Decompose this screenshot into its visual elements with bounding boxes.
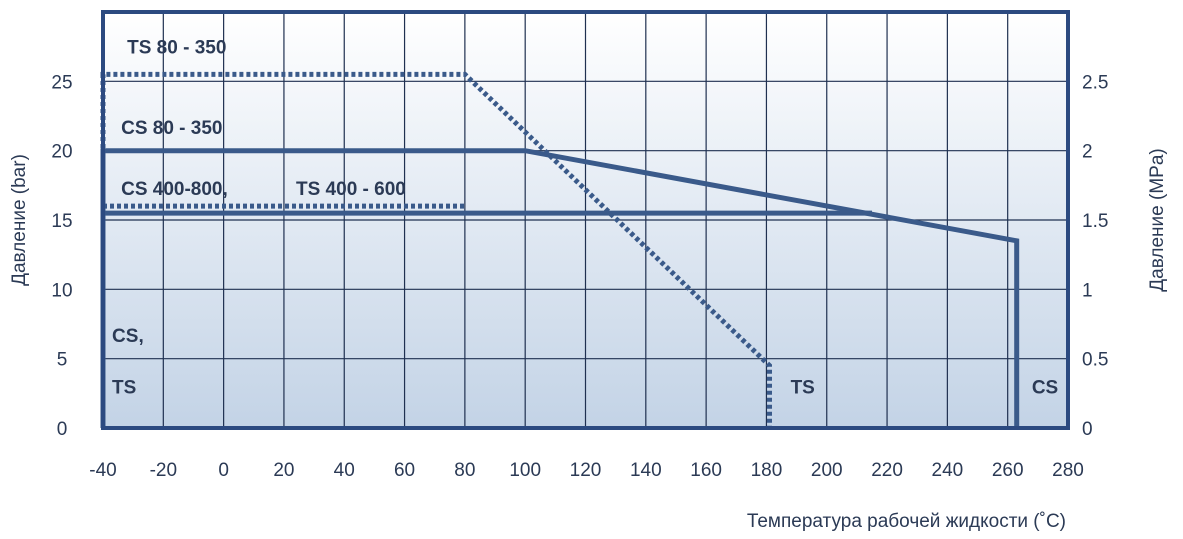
x-tick-labels: -40 -20 0 20 40 60 80 100 120 140 160 180 200 220 240 2… [89, 460, 1084, 481]
x-tick-label: 180 [751, 460, 783, 481]
y-tick-label-left: 20 [51, 142, 72, 163]
series-label: CS 400-800, [121, 179, 228, 200]
y-tick-label-right: 2.5 [1082, 72, 1108, 93]
grid-lines [103, 12, 1068, 428]
x-tick-label: 200 [811, 460, 843, 481]
series-label: CS 80 - 350 [121, 118, 222, 139]
y-tick-labels-left: 0 5 10 15 20 25 [51, 72, 72, 440]
x-tick-label: -20 [150, 460, 177, 481]
y-tick-label-right: 0.5 [1082, 350, 1108, 371]
y-tick-labels-right: 0 0.5 1 1.5 2 2.5 [1082, 72, 1108, 440]
y-tick-label-left: 25 [51, 72, 72, 93]
y-tick-label-right: 2 [1082, 142, 1093, 163]
series-line-1 [100, 71, 772, 428]
y-tick-label-left: 5 [57, 350, 68, 371]
y-tick-label-right: 1.5 [1082, 211, 1108, 232]
x-tick-label: 40 [334, 460, 355, 481]
y-tick-label-right: 0 [1082, 419, 1093, 440]
series-label: CS [1032, 377, 1058, 398]
x-tick-label: 280 [1052, 460, 1084, 481]
x-axis-title: Температура рабочей жидкости (˚C) [747, 511, 1066, 532]
plot-frame [101, 10, 1070, 430]
y-tick-label-left: 10 [51, 280, 72, 301]
series-label: TS [791, 377, 815, 398]
y-tick-label-right: 1 [1082, 280, 1093, 301]
x-tick-label: 0 [218, 460, 229, 481]
series-label: TS 400 - 600 [296, 179, 406, 200]
x-tick-label: 60 [394, 460, 415, 481]
x-tick-label: 260 [992, 460, 1024, 481]
series-label: TS [112, 377, 136, 398]
x-tick-label: 140 [630, 460, 662, 481]
y-tick-label-left: 15 [51, 211, 72, 232]
x-tick-label: 160 [690, 460, 722, 481]
x-tick-label: 240 [932, 460, 964, 481]
y-axis-title-left: Давление (bar) [9, 154, 30, 286]
series-label: CS, [112, 326, 144, 347]
y-axis-title-right: Давление (MPa) [1147, 148, 1168, 291]
x-tick-label: 80 [454, 460, 475, 481]
x-tick-label: 100 [509, 460, 541, 481]
x-tick-label: 220 [871, 460, 903, 481]
series-label: TS 80 - 350 [127, 38, 226, 59]
x-tick-label: -40 [89, 460, 116, 481]
x-tick-label: 20 [273, 460, 294, 481]
series-annotations: TS 80 - 350 CS 80 - 350 CS 400-800, TS 400 … [112, 38, 1058, 399]
y-tick-label-left: 0 [57, 419, 68, 440]
x-tick-label: 120 [570, 460, 602, 481]
